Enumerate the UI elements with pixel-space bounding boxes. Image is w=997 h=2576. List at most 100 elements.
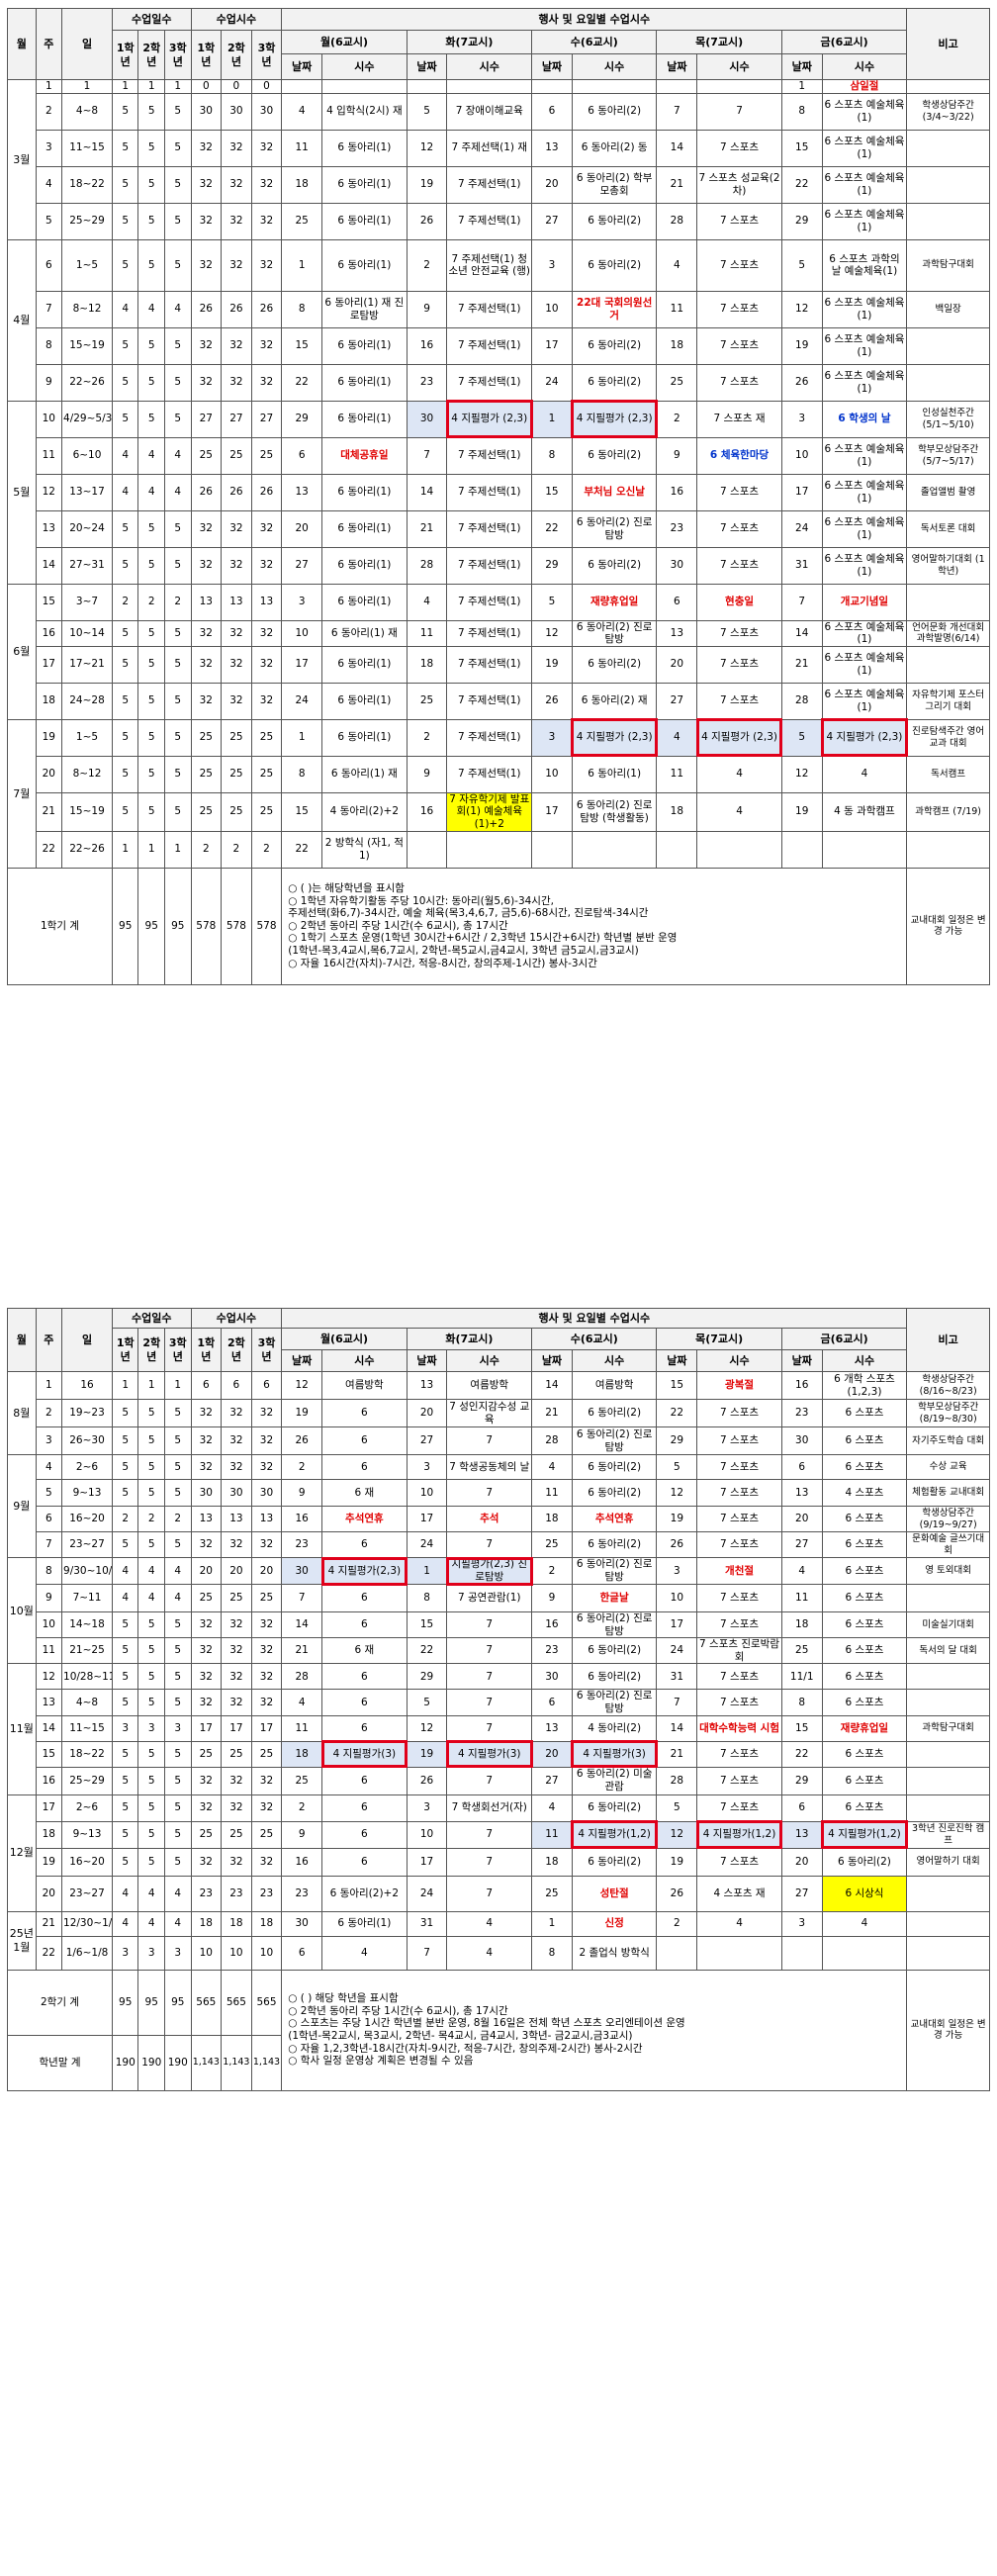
col-grade1: 1학년 xyxy=(190,30,223,80)
thu-hours: 7 스포츠 xyxy=(696,682,782,720)
class-hours-grade2: 10 xyxy=(221,1935,252,1971)
wed-date: 24 xyxy=(531,363,573,402)
mon-date: 16 xyxy=(281,1847,323,1877)
week-row: 18 9~13 5 5 5 25 25 25 9 6 10 7 11 4 지필평가(1,2) 12 4 지필평… xyxy=(8,1820,990,1850)
col-date: 날짜 xyxy=(531,53,573,80)
mon-date: 15 xyxy=(281,326,323,365)
fri-hours: 4 xyxy=(821,1910,908,1937)
school-days-grade1: 5 xyxy=(111,1766,139,1795)
fri-hours: 6 스포츠 xyxy=(821,1506,908,1532)
week-number: 11 xyxy=(35,1637,63,1665)
school-days-grade3: 5 xyxy=(163,755,192,793)
wed-hours: 6 동아리(2) xyxy=(571,546,658,585)
week-dates: 4~8 xyxy=(61,92,113,131)
class-hours-grade2: 32 xyxy=(221,1610,252,1639)
mon-date: 23 xyxy=(281,1875,323,1912)
thu-hours: 7 스포츠 xyxy=(696,290,782,328)
class-hours-grade2: 32 xyxy=(221,165,252,204)
fri-date: 22 xyxy=(780,1740,823,1768)
mon-hours: 4 xyxy=(321,1935,408,1971)
mon-date: 8 xyxy=(281,290,323,328)
class-hours-grade3: 32 xyxy=(250,1610,283,1639)
week-number: 7 xyxy=(35,290,63,328)
mon-hours: 6 동아리(1) 재 xyxy=(321,619,408,647)
mon-hours: 6 동아리(1) xyxy=(321,238,408,292)
class-hours-grade3: 20 xyxy=(250,1557,283,1585)
wed-date: 23 xyxy=(531,1637,573,1665)
col-hours: 시수 xyxy=(571,1349,658,1372)
week-dates: 23~27 xyxy=(61,1531,113,1558)
week-dates: 2~6 xyxy=(61,1794,113,1822)
tue-hours: 7 xyxy=(446,1663,533,1691)
week-dates: 4~8 xyxy=(61,1689,113,1716)
col-week: 주 xyxy=(35,1308,63,1372)
wed-hours: 6 동아리(2) 학부모총회 xyxy=(571,165,658,204)
mon-date: 6 xyxy=(281,1935,323,1971)
week-number: 18 xyxy=(35,682,63,720)
wed-hours: 4 지필평가(1,2) xyxy=(571,1820,658,1850)
col-grade3: 3학년 xyxy=(163,1328,192,1372)
school-days-grade3: 5 xyxy=(163,202,192,240)
week-number: 19 xyxy=(35,1847,63,1877)
mon-date: 12 xyxy=(281,1371,323,1400)
fri-hours: 6 스포츠 예술체육(1) xyxy=(821,326,908,365)
mon-hours: 6 xyxy=(321,1714,408,1742)
fri-date: 26 xyxy=(780,363,823,402)
week-row: 11 6~10 4 4 4 25 25 25 6 대체공휴일 7 7 주제선택(1) 8 6 동아리(2)… xyxy=(8,436,990,475)
class-hours-grade2: 32 xyxy=(221,645,252,684)
class-hours-grade1: 32 xyxy=(190,1847,223,1877)
class-hours-grade1: 32 xyxy=(190,1399,223,1427)
school-days-grade1: 1 xyxy=(111,79,139,94)
semester2-remark: 교내대회 일정은 변경 가능 xyxy=(906,1969,990,2091)
week-number: 21 xyxy=(35,1910,63,1937)
wed-hours: 6 동아리(2) 진로탐방 xyxy=(571,1610,658,1639)
fri-date: 11/1 xyxy=(780,1663,823,1691)
week-dates: 16~20 xyxy=(61,1506,113,1532)
class-hours-grade1: 30 xyxy=(190,1479,223,1507)
col-school-days: 수업일수 xyxy=(111,1308,192,1329)
week-row: 13 20~24 5 5 5 32 32 32 20 6 동아리(1) 21 7 주제선택(1) 22 6… xyxy=(8,509,990,548)
fri-date: 5 xyxy=(780,718,823,757)
wed-date: 6 xyxy=(531,92,573,131)
col-remark: 비고 xyxy=(906,8,990,80)
week-number: 16 xyxy=(35,619,63,647)
week-number: 12 xyxy=(35,473,63,511)
remark-cell: 체험활동 교내대회 xyxy=(906,1479,990,1507)
col-date: 날짜 xyxy=(780,53,823,80)
tue-date: 14 xyxy=(406,473,448,511)
thu-date: 30 xyxy=(656,546,698,585)
mon-date: 18 xyxy=(281,165,323,204)
fri-date xyxy=(780,1935,823,1971)
class-hours-grade2: 0 xyxy=(221,79,252,94)
mon-date: 16 xyxy=(281,1506,323,1532)
week-number: 20 xyxy=(35,1875,63,1912)
fri-hours: 개교기념일 xyxy=(821,583,908,621)
week-dates: 18~22 xyxy=(61,165,113,204)
school-days-grade1: 5 xyxy=(111,718,139,757)
tue-date: 7 xyxy=(406,1935,448,1971)
school-days-grade3: 4 xyxy=(163,290,192,328)
fri-date: 5 xyxy=(780,238,823,292)
thu-hours: 7 스포츠 xyxy=(696,238,782,292)
week-row: 5 25~29 5 5 5 32 32 32 25 6 동아리(1) 26 7 주제선택(1) 27 6 … xyxy=(8,202,990,240)
school-days-grade3: 5 xyxy=(163,1479,192,1507)
school-days-grade2: 3 xyxy=(137,1714,165,1742)
mon-hours: 6 동아리(1) xyxy=(321,718,408,757)
col-school-days: 수업일수 xyxy=(111,8,192,31)
mon-hours: 6 동아리(1) xyxy=(321,682,408,720)
thu-hours xyxy=(696,1935,782,1971)
school-days-grade1: 5 xyxy=(111,400,139,438)
thu-date: 10 xyxy=(656,1584,698,1612)
week-row: 18 24~28 5 5 5 32 32 32 24 6 동아리(1) 25 7 주제선택(1) 26 6… xyxy=(8,682,990,720)
remark-cell: 학부모상담주간 (8/19~8/30) xyxy=(906,1399,990,1427)
col-wed: 수(6교시) xyxy=(531,30,658,54)
class-hours-grade1: 32 xyxy=(190,1426,223,1455)
mon-date: 9 xyxy=(281,1479,323,1507)
fri-hours: 6 스포츠 xyxy=(821,1531,908,1558)
school-days-grade3: 5 xyxy=(163,1454,192,1480)
tue-hours: 7 성인지감수성 교육 xyxy=(446,1399,533,1427)
week-dates: 12/30~1/3 xyxy=(61,1910,113,1937)
school-days-grade1: 5 xyxy=(111,645,139,684)
thu-hours: 4 지필평가 (2,3) xyxy=(695,718,783,758)
class-hours-grade2: 23 xyxy=(221,1875,252,1912)
